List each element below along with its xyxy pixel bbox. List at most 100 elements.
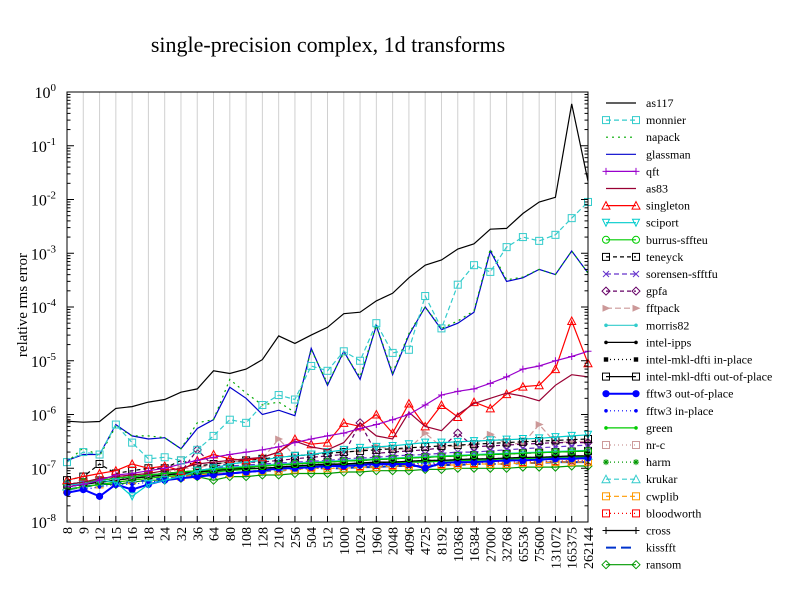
data-point [603,459,609,466]
data-point [567,461,577,471]
data-point [550,364,561,374]
y-tick-label: 10-4 [31,297,57,317]
data-point [338,417,349,427]
y-tick-label: 10-3 [31,243,57,263]
data-point [469,397,479,407]
data-point [356,424,364,432]
data-point [405,460,413,468]
legend-label: green [646,421,673,435]
data-point [602,372,610,381]
x-tick-label: 8 [61,527,76,534]
data-point [323,458,332,467]
legend-entry: gpfa [601,284,668,298]
legend-label: cross [646,524,671,538]
legend: as117 monnier napack glassman qft as83 singlet… [601,96,772,572]
data-point [602,116,610,125]
data-point [144,467,152,475]
data-point [486,430,495,438]
data-point [208,475,219,485]
series-line [66,247,589,463]
legend-entry: teneyck [602,250,683,264]
legend-label: as83 [646,182,668,196]
data-point [128,486,136,494]
x-tick-label: 9 [77,527,92,534]
x-tick-label: 27000 [484,527,499,562]
vertical-gridlines [82,92,573,522]
data-point [389,452,396,460]
data-point [307,459,316,468]
data-point [290,451,300,461]
legend-label: intel-ipps [646,335,692,349]
legend-label: gpfa [646,284,668,298]
data-point [633,357,639,362]
data-point [604,323,608,328]
x-tick-label: 64 [208,527,223,541]
data-point [485,463,496,473]
data-point [437,438,446,448]
data-point [535,437,544,446]
data-point [470,261,479,270]
data-point [631,200,641,210]
y-tick-label: 10-1 [31,136,56,156]
data-point [112,471,120,479]
data-point [454,387,462,395]
data-point [161,464,169,472]
data-point [339,467,349,477]
data-point [372,442,381,452]
series-line [66,103,589,423]
legend-entry: intel-mkl-dfti out-of-place [602,370,772,384]
data-point [603,357,609,362]
x-tick-label: 10368 [452,527,467,562]
data-point [111,478,121,487]
x-tick-label: 8192 [435,527,450,555]
data-point [518,435,528,444]
data-point [128,469,136,477]
data-point [176,456,185,465]
legend-entry: sorensen-sfftfu [602,267,718,281]
data-point [144,480,153,490]
data-point [551,448,560,457]
data-point [355,443,365,453]
data-point [519,445,527,453]
legend-label: kissfft [646,541,676,555]
data-point [306,450,316,460]
data-point [274,391,283,400]
x-tick-label: 512 [322,527,337,548]
data-point [437,459,446,467]
x-tick-label: 4725 [419,527,434,555]
data-point [371,466,382,476]
data-point [420,421,431,431]
data-point [273,447,284,457]
y-tick-label: 10-6 [31,405,57,425]
data-point [634,323,638,328]
data-point [567,447,576,456]
data-point [454,458,462,466]
legend-label: fftw3 in-place [646,404,713,418]
legend-label: teneyck [646,250,683,264]
data-point [632,304,641,312]
legend-label: sciport [646,216,679,230]
data-point [601,286,611,296]
data-point [323,366,332,375]
data-point [307,361,316,370]
x-tick-label: 65536 [517,527,532,562]
legend-entry: harm [603,455,671,469]
data-point [423,461,427,465]
legend-label: burrus-sffteu [646,233,708,247]
data-point [356,356,365,365]
data-point [340,429,348,437]
data-point [421,453,430,462]
data-point [225,415,234,424]
data-point [632,509,640,518]
series-line [66,249,589,461]
series-line [66,201,589,463]
data-point [258,401,267,410]
data-point [387,428,398,438]
data-point [631,474,641,484]
data-point [290,468,300,479]
data-point [534,434,544,443]
data-point [79,486,87,494]
data-point [518,233,527,242]
x-tick-label: 1024 [354,527,369,555]
data-point [436,443,447,453]
